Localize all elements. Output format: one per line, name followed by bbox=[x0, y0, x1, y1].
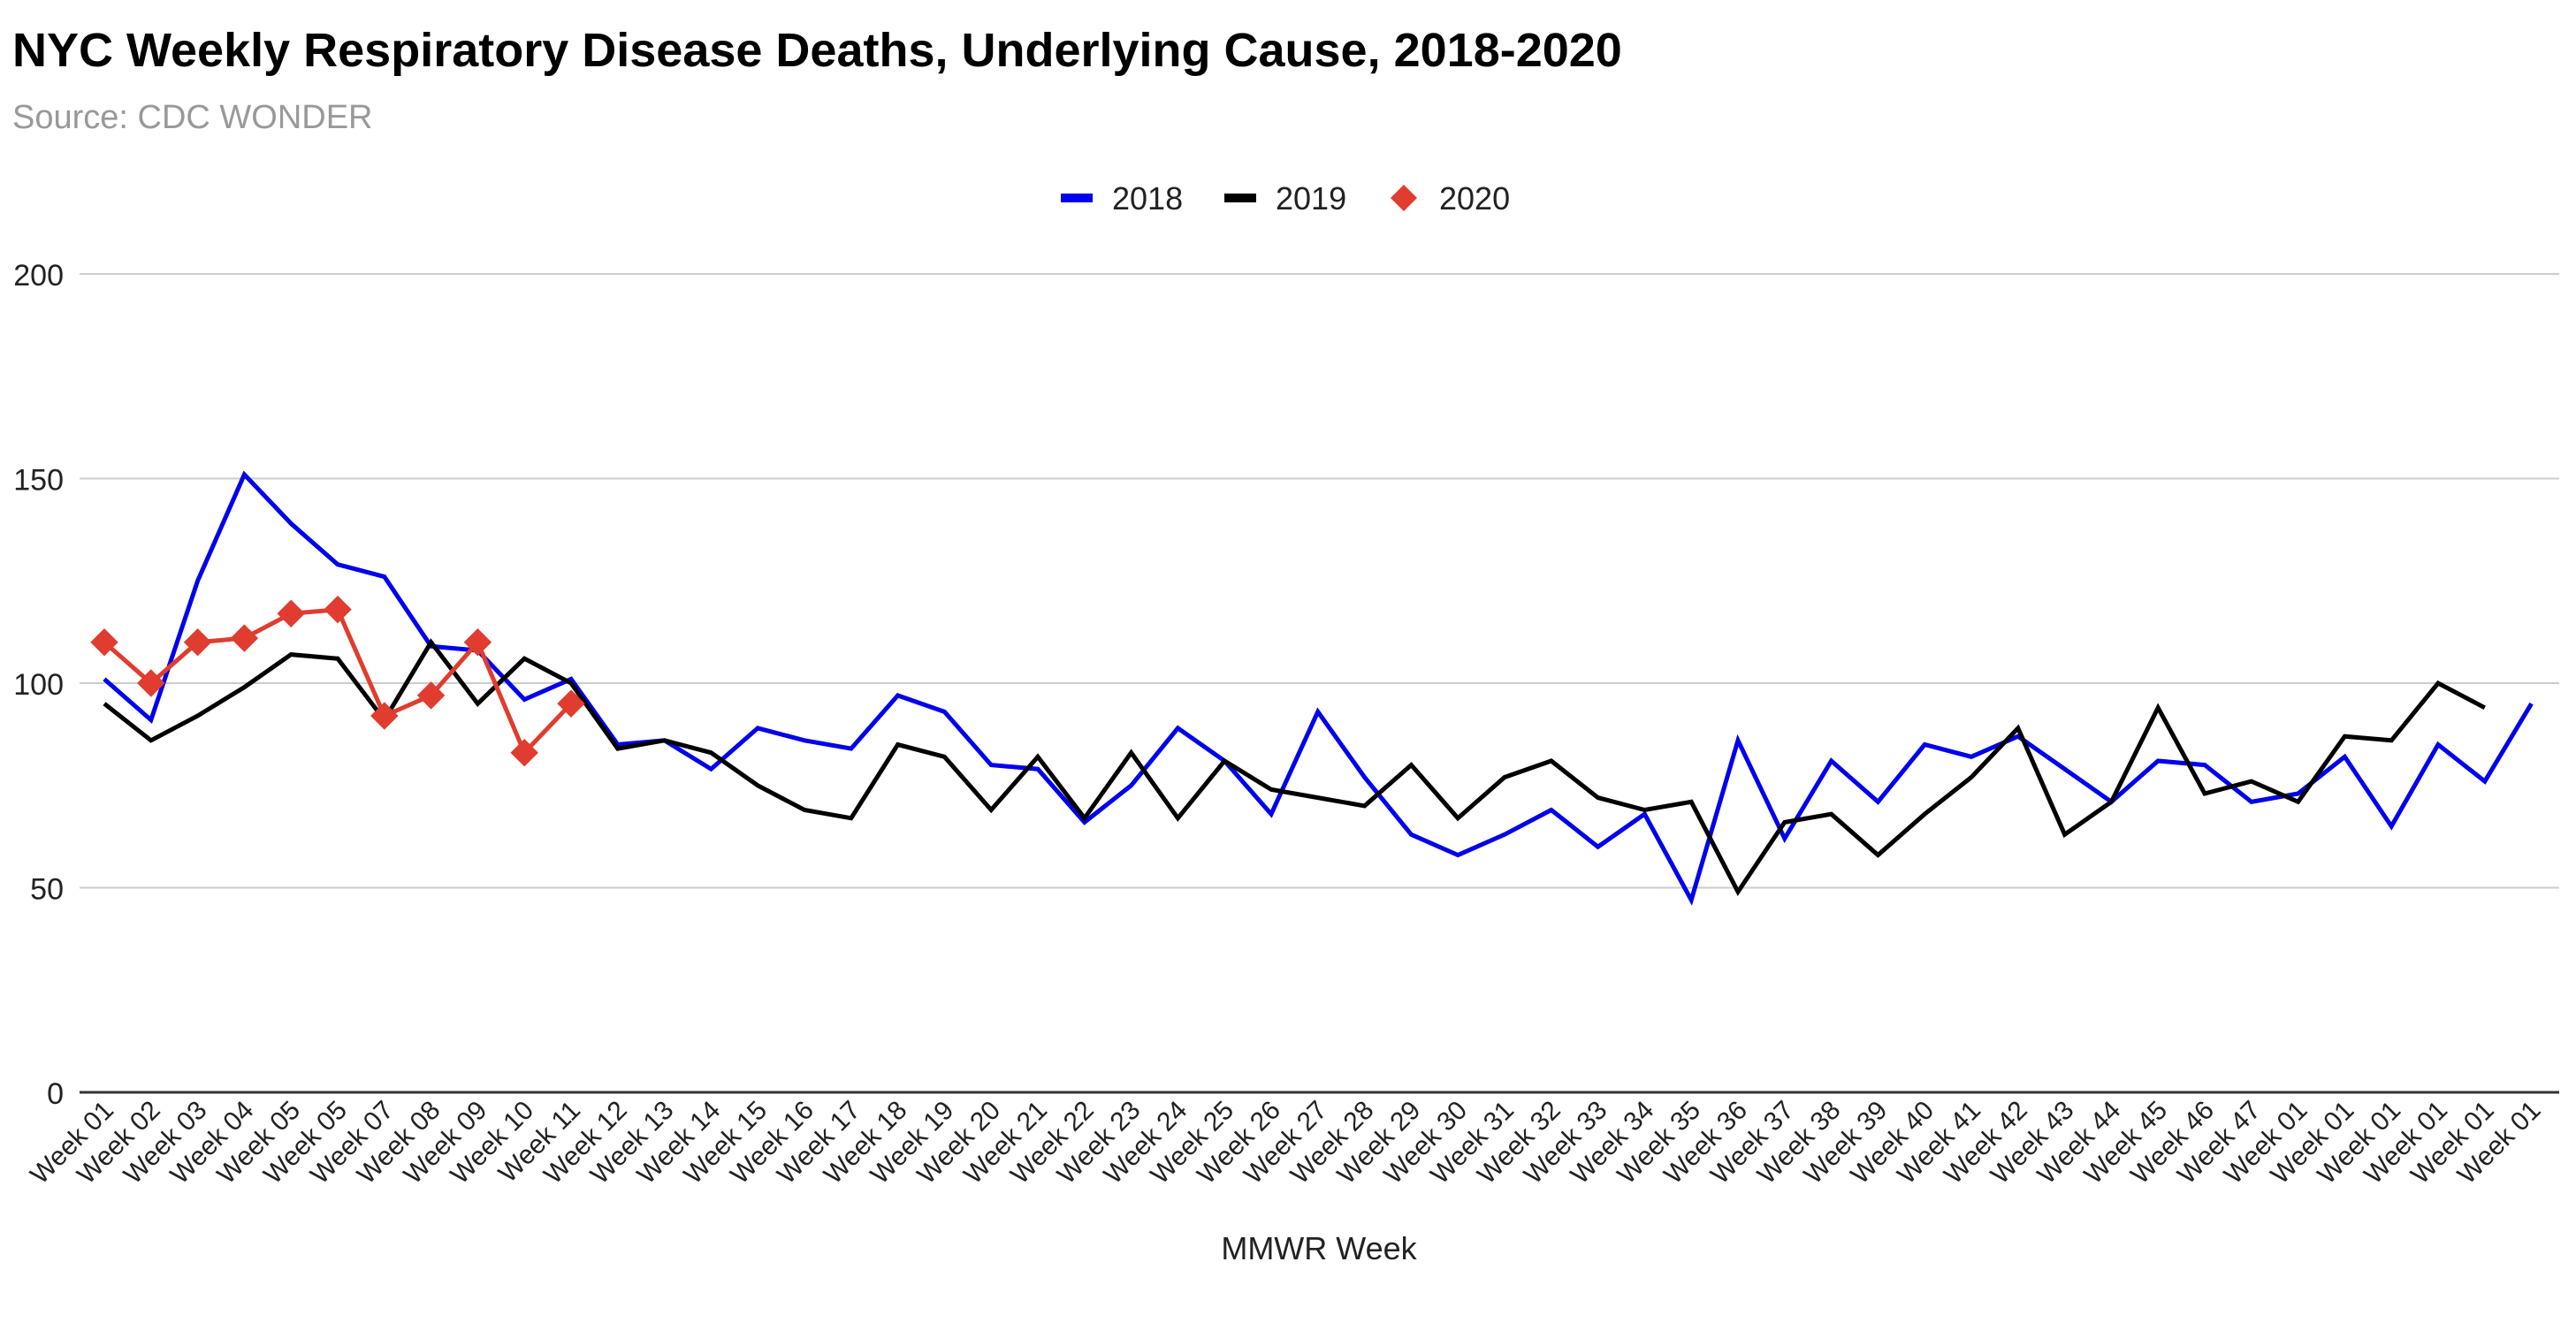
data-point-2020 bbox=[90, 627, 118, 657]
series-layer bbox=[90, 470, 2534, 906]
series-line-2019 bbox=[103, 638, 2486, 896]
gridlines bbox=[80, 273, 2559, 1094]
data-point-2020 bbox=[416, 681, 446, 710]
data-point-2020 bbox=[324, 595, 352, 624]
data-point-2020 bbox=[510, 739, 538, 767]
data-point-2020 bbox=[463, 627, 492, 657]
y-tick-label: 150 bbox=[13, 464, 64, 498]
data-point-2020 bbox=[370, 702, 399, 730]
legend-label: 2019 bbox=[1276, 180, 1346, 217]
y-tick-label: 100 bbox=[13, 668, 64, 702]
data-point-2020 bbox=[277, 599, 305, 627]
data-point-2020 bbox=[230, 624, 259, 652]
y-tick-label: 200 bbox=[13, 259, 64, 293]
x-axis-title: MMWR Week bbox=[1221, 1230, 1417, 1266]
chart-title: NYC Weekly Respiratory Disease Deaths, U… bbox=[12, 24, 1622, 77]
legend: 2018 2019 2020 bbox=[1061, 180, 1510, 217]
legend-item-2018: 2018 bbox=[1061, 180, 1183, 217]
legend-swatch bbox=[1224, 194, 1256, 202]
data-point-2020 bbox=[557, 689, 585, 718]
legend-label: 2018 bbox=[1112, 180, 1183, 217]
chart-subtitle: Source: CDC WONDER bbox=[12, 99, 373, 136]
data-point-2020 bbox=[137, 669, 165, 697]
legend-label: 2020 bbox=[1439, 180, 1510, 217]
data-point-2020 bbox=[183, 627, 212, 657]
legend-swatch bbox=[1391, 185, 1417, 211]
y-axis-ticks: 0 50 100 150 200 bbox=[13, 259, 64, 1111]
legend-swatch bbox=[1061, 194, 1093, 202]
series-2019 bbox=[103, 638, 2486, 896]
legend-item-2019: 2019 bbox=[1224, 180, 1346, 217]
y-tick-label: 50 bbox=[30, 873, 64, 907]
legend-item-2020: 2020 bbox=[1391, 180, 1510, 217]
series-line-2018 bbox=[103, 470, 2534, 906]
series-2020 bbox=[90, 595, 585, 767]
y-tick-label: 0 bbox=[47, 1077, 64, 1111]
series-2018 bbox=[103, 470, 2534, 906]
